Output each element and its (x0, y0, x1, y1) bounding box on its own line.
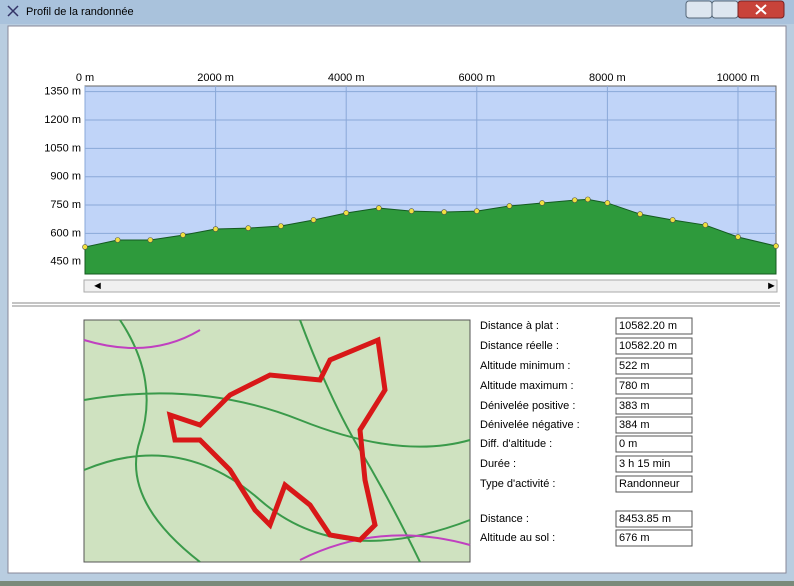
stat-label: Durée : (480, 458, 516, 470)
elevation-point (702, 222, 709, 228)
stat-label: Altitude au sol : (480, 532, 555, 544)
elevation-point (571, 197, 578, 203)
stat-label: Dénivelée négative : (480, 419, 580, 431)
elevation-point (473, 208, 480, 214)
elevation-point (310, 217, 317, 223)
scroll-right: ► (766, 280, 777, 292)
elevation-point (669, 217, 676, 223)
elevation-point (441, 209, 447, 215)
stat-box (615, 510, 693, 528)
stat-label: Altitude minimum : (480, 360, 570, 372)
elevation-point (584, 196, 591, 203)
stat-value: 780 m (619, 380, 650, 392)
stat-value: 0 m (619, 438, 637, 450)
map-contour (83, 319, 471, 563)
y-tick-label: 750 m (50, 199, 81, 211)
stat-box (615, 337, 693, 355)
stat-box (615, 357, 693, 375)
x-tick-label: 6000 m (458, 72, 495, 84)
stat-value: 383 m (619, 400, 650, 412)
stat-value: 10582.20 m (619, 320, 677, 332)
elevation-area (84, 198, 777, 275)
elevation-point (82, 244, 88, 250)
y-tick-label: 1350 m (44, 86, 81, 98)
stat-label: Altitude maximum : (480, 380, 574, 392)
stat-value: 8453.85 m (619, 513, 671, 525)
stat-label: Type d'activité : (480, 478, 555, 490)
y-tick-label: 900 m (50, 171, 81, 183)
map-road (83, 329, 471, 561)
scroll-left: ◄ (92, 280, 103, 292)
elevation-point (343, 210, 349, 216)
x-tick-label: 0 m (76, 72, 94, 84)
stat-label: Diff. d'altitude : (480, 438, 552, 450)
stat-value: 3 h 15 min (619, 458, 670, 470)
stat-value: 10582.20 m (619, 340, 677, 352)
route (166, 336, 388, 543)
stat-box (615, 397, 693, 415)
map-background (83, 319, 471, 563)
stat-box (615, 416, 693, 434)
y-tick-label: 600 m (50, 227, 81, 239)
elevation-point (539, 200, 545, 206)
stat-value: Randonneur (619, 478, 680, 490)
elevation-point (376, 205, 382, 211)
stat-box (615, 475, 693, 493)
stat-value: 522 m (619, 360, 650, 372)
stat-box (615, 529, 693, 547)
title-bar (0, 0, 794, 24)
y-tick-label: 1200 m (44, 114, 81, 126)
x-tick-label: 10000 m (717, 72, 760, 84)
elevation-point (245, 225, 252, 231)
elevation-point (637, 211, 643, 217)
elevation-point (408, 208, 415, 214)
stat-value: 676 m (619, 532, 650, 544)
map (83, 319, 471, 563)
y-tick-label: 450 m (50, 256, 81, 268)
stat-box (615, 317, 693, 335)
elevation-point (212, 226, 219, 232)
scrollbar[interactable] (83, 279, 778, 293)
elevation-point (604, 200, 611, 206)
app-icon (7, 5, 19, 17)
elevation-point (114, 237, 121, 243)
stat-box (615, 455, 693, 473)
minimize-button[interactable] (685, 0, 713, 19)
stat-box (615, 435, 693, 453)
window-title: Profil de la randonnée (26, 6, 134, 18)
close-icon (755, 4, 767, 15)
stat-label: Distance réelle : (480, 340, 559, 352)
stat-value: 384 m (619, 419, 650, 431)
elevation-point (506, 203, 513, 209)
elevation-point (773, 243, 779, 249)
x-tick-label: 2000 m (197, 72, 234, 84)
elevation-point (278, 223, 284, 229)
maximize-button[interactable] (711, 0, 739, 19)
stat-label: Distance à plat : (480, 320, 559, 332)
x-tick-label: 8000 m (589, 72, 626, 84)
stat-box (615, 377, 693, 395)
y-tick-label: 1050 m (44, 142, 81, 154)
elevation-point (735, 234, 741, 240)
stat-label: Dénivelée positive : (480, 400, 575, 412)
x-tick-label: 4000 m (328, 72, 365, 84)
elevation-point (147, 237, 154, 243)
elevation-point (180, 232, 186, 238)
stat-label: Distance : (480, 513, 529, 525)
